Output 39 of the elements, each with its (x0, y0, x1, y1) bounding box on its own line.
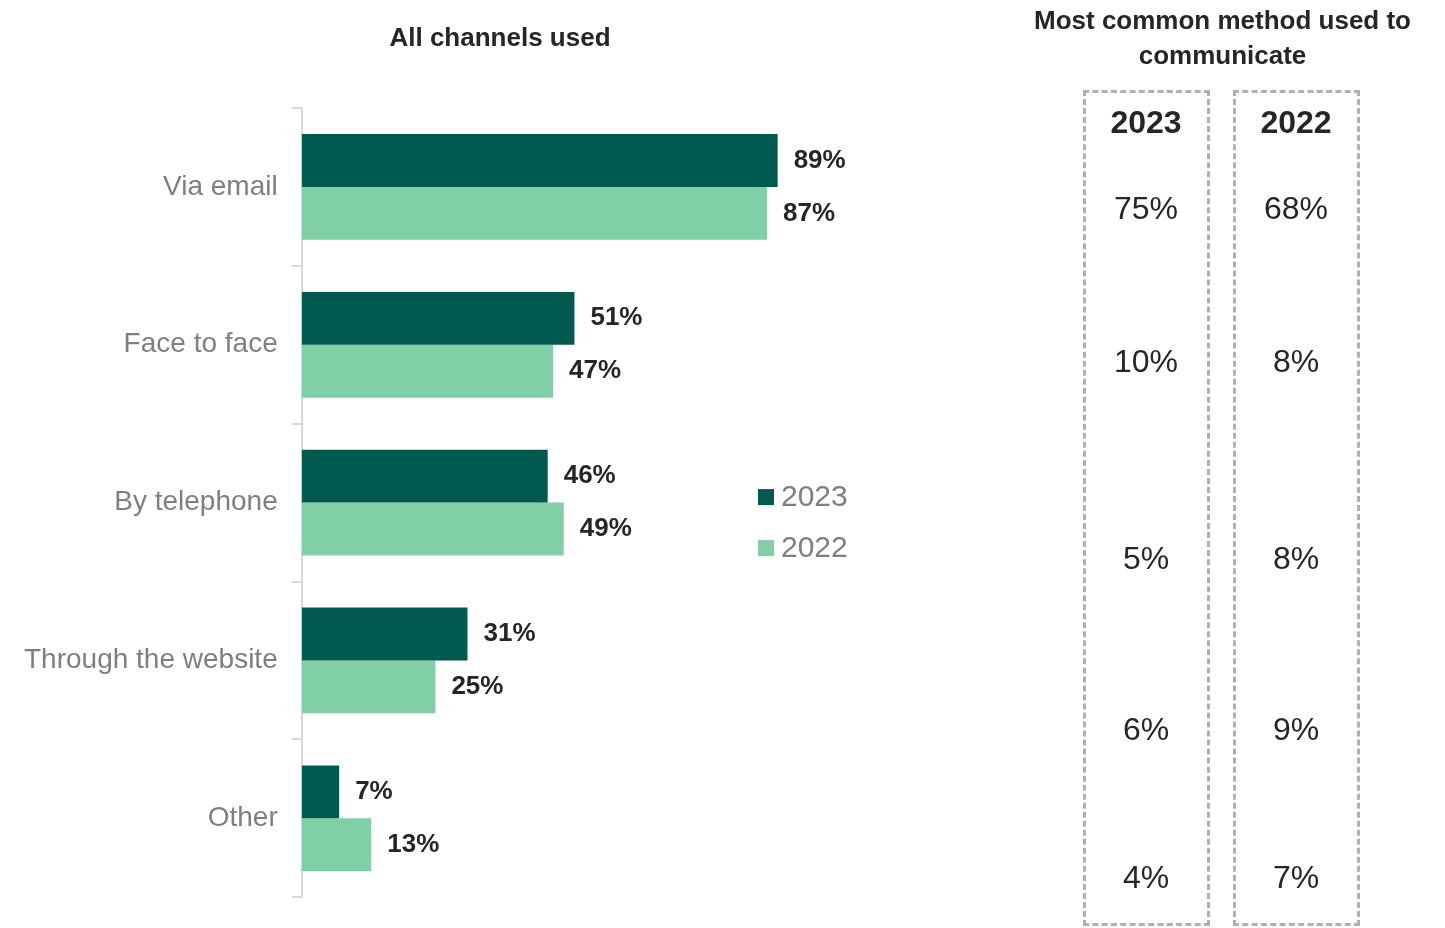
bar (301, 660, 436, 714)
data-label: 4% (1122, 858, 1170, 895)
y-tick-label: Through the website (23, 643, 278, 675)
bar (301, 607, 468, 661)
bar (301, 818, 372, 872)
data-label: 7% (1272, 858, 1320, 895)
data-label: 51% (590, 301, 643, 332)
bar (301, 765, 340, 819)
bar (301, 502, 564, 556)
y-tick-label: By telephone (114, 485, 278, 517)
data-label: 9% (1272, 710, 1320, 747)
data-label: 7% (355, 775, 393, 806)
data-label: 89% (793, 143, 846, 174)
data-label: 87% (782, 196, 835, 227)
data-label: 46% (563, 459, 616, 490)
data-label: 8% (1272, 539, 1320, 576)
data-label: 31% (483, 617, 536, 648)
data-label: 25% (451, 670, 504, 701)
data-label: 13% (387, 827, 440, 858)
data-label: 5% (1122, 539, 1170, 576)
legend-label: 2022 (781, 530, 848, 564)
data-label: 47% (569, 354, 622, 385)
bar (301, 291, 575, 345)
legend-label: 2023 (781, 479, 848, 513)
data-label: 49% (579, 512, 632, 543)
y-tick-label: Via email (163, 169, 278, 201)
y-tick-label: Other (207, 801, 278, 832)
bar (301, 449, 548, 503)
bar (301, 186, 767, 240)
data-label: 75% (1113, 189, 1179, 226)
chart-title: Most common method used to communicate (1033, 4, 1412, 72)
data-label: 8% (1272, 342, 1320, 379)
data-label: 10% (1113, 342, 1179, 379)
y-tick-label: Face to face (123, 327, 278, 359)
chart-title: All channels used (388, 21, 612, 54)
bar (301, 134, 778, 187)
data-label: 6% (1122, 710, 1170, 747)
data-label: 68% (1263, 189, 1329, 226)
bar (301, 344, 554, 398)
